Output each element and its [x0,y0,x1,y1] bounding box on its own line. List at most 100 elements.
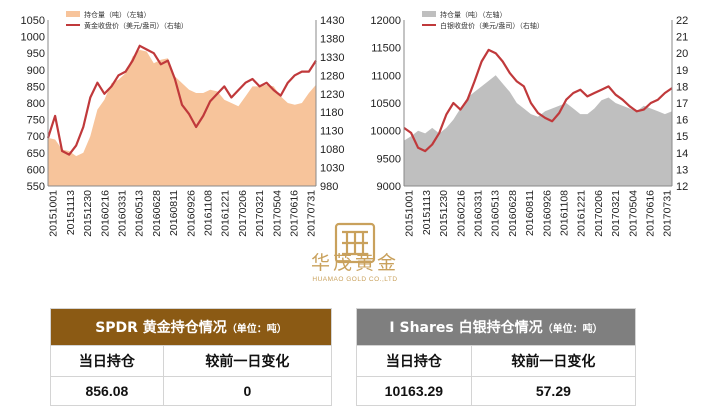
silver-x-tick-label: 20160513 [490,190,502,237]
gold-panel-title: SPDR 黄金持仓情况 [95,320,227,336]
silver-left-tick-label: 9500 [377,153,401,165]
gold-right-tick-label: 1380 [320,33,344,45]
gold-left-tick-label: 650 [27,148,45,160]
silver-left-tick-label: 10000 [370,126,401,138]
gold-left-tick-label: 1050 [21,15,45,27]
gold-x-tick-label: 20161221 [220,190,232,237]
silver-panel-header: I Shares 白银持仓情况（单位：吨） [356,308,636,346]
silver-x-tick-label: 20151113 [421,190,433,235]
gold-left-tick-label: 850 [27,81,45,93]
gold-x-tick-label: 20170321 [254,190,266,237]
silver-x-tick-label: 20160216 [455,190,467,237]
silver-x-tick-label: 20160331 [472,190,484,237]
silver-col-holdings: 当日持仓 [356,345,472,377]
silver-x-tick-label: 20151001 [404,190,416,237]
charts-svg: 550 600 650 700 750 800 850 900 950 1000 1050 980 10… [21,10,689,237]
gold-x-tick-label: 20160216 [99,190,111,237]
silver-price-line [403,48,673,153]
gold-right-tick-label: 1130 [320,126,344,138]
silver-x-tick-label: 20151230 [438,190,450,237]
gold-x-tick-label: 20170504 [271,190,283,237]
silver-x-tick-label: 20160628 [507,190,519,237]
gold-x-tick-label: 20160628 [151,190,163,237]
gold-legend-area-swatch [66,11,80,17]
gold-panel-header: SPDR 黄金持仓情况（单位：吨） [50,308,332,346]
silver-x-tick-label: 20161221 [576,190,588,237]
gold-left-tick-label: 800 [27,98,45,110]
silver-x-tick-label: 20170616 [644,190,656,237]
silver-right-tick-label: 19 [676,65,688,77]
gold-left-tick-label: 950 [27,48,45,60]
gold-x-tick-label: 20170731 [306,190,318,237]
silver-right-tick-label: 17 [676,98,688,110]
gold-left-tick-label: 550 [27,181,45,193]
gold-right-tick-label: 1280 [320,70,344,82]
gold-right-tick-label: 1330 [320,52,344,64]
silver-right-tick-label: 22 [676,15,688,27]
silver-x-tick-label: 20160811 [524,190,536,236]
silver-right-tick-label: 15 [676,131,688,143]
silver-right-tick-label: 20 [676,48,688,60]
silver-x-tick-label: 20160926 [541,190,553,237]
silver-panel-unit: （单位：吨） [542,324,603,335]
silver-legend-area-swatch [422,11,436,17]
gold-right-tick-label: 1080 [320,144,344,156]
gold-x-tick-label: 20151230 [82,190,94,237]
silver-legend-holdings: 持仓量（吨）（左轴） [440,10,507,19]
silver-x-tick-label: 20170504 [627,190,639,237]
gold-x-tick-label: 20151001 [48,190,60,237]
silver-right-tick-label: 16 [676,115,688,127]
gold-x-tick-label: 20160331 [116,190,128,237]
silver-left-tick-label: 10500 [370,98,401,110]
gold-right-tick-label: 1030 [320,163,344,175]
silver-panel-title: I Shares 白银持仓情况 [389,320,543,336]
gold-left-tick-label: 700 [27,131,45,143]
gold-x-tick-label: 20170206 [237,190,249,237]
gold-left-tick-label: 750 [27,115,45,127]
gold-panel-unit: （单位：吨） [226,324,287,335]
gold-x-tick-label: 20161108 [202,190,214,236]
gold-holdings-value: 856.08 [50,376,164,406]
logo-english-text: HUAMAO GOLD CO.,LTD [312,276,398,283]
gold-x-tick-label: 20160811 [168,190,180,236]
silver-x-tick-label: 20161108 [558,190,570,236]
gold-x-tick-label: 20151113 [65,190,77,235]
silver-x-tick-label: 20170731 [662,190,674,237]
gold-right-tick-label: 1180 [320,107,344,119]
gold-left-tick-label: 900 [27,65,45,77]
silver-chart: 9000 9500 10000 10500 11000 11500 12000 12 13 14 1… [370,10,688,237]
gold-x-tick-label: 20160513 [134,190,146,237]
silver-holdings-area [404,75,672,186]
huamao-logo-icon [334,222,376,264]
gold-x-tick-label: 20160926 [185,190,197,237]
gold-change-value: 0 [162,376,333,406]
silver-right-tick-label: 12 [676,181,688,193]
silver-right-tick-label: 14 [676,148,688,160]
silver-change-value: 57.29 [470,376,637,406]
silver-left-tick-label: 11500 [371,43,401,55]
silver-left-tick-label: 9000 [377,181,401,193]
silver-holdings-value: 10163.29 [356,376,472,406]
gold-col-change: 较前一日变化 [162,345,333,377]
silver-left-tick-label: 12000 [370,15,401,27]
silver-x-tick-label: 20170206 [593,190,605,237]
gold-col-holdings: 当日持仓 [50,345,164,377]
silver-legend-price: 白银收盘价（美元/盎司）（右轴） [440,21,544,30]
gold-legend-price: 黄金收盘价（美元/盎司）（右轴） [84,21,188,30]
gold-right-tick-label: 1230 [320,89,344,101]
gold-price-line [46,44,317,156]
gold-left-tick-label: 600 [27,164,45,176]
gold-legend-holdings: 持仓量（吨）（左轴） [84,10,151,19]
silver-holdings-panel: I Shares 白银持仓情况（单位：吨） 当日持仓 较前一日变化 10163.… [356,308,637,406]
silver-col-change: 较前一日变化 [470,345,637,377]
silver-right-tick-label: 18 [676,81,688,93]
gold-holdings-panel: SPDR 黄金持仓情况（单位：吨） 当日持仓 较前一日变化 856.08 0 [50,308,333,406]
gold-right-tick-label: 1430 [320,15,344,27]
silver-right-tick-label: 21 [676,32,688,44]
gold-left-tick-label: 1000 [21,32,45,44]
gold-x-tick-label: 20170616 [288,190,300,237]
gold-right-tick-label: 980 [320,181,338,193]
silver-left-tick-label: 11000 [371,70,401,82]
silver-x-tick-label: 20170321 [610,190,622,237]
logo-chinese-text: 华茂黄金 [310,252,399,274]
